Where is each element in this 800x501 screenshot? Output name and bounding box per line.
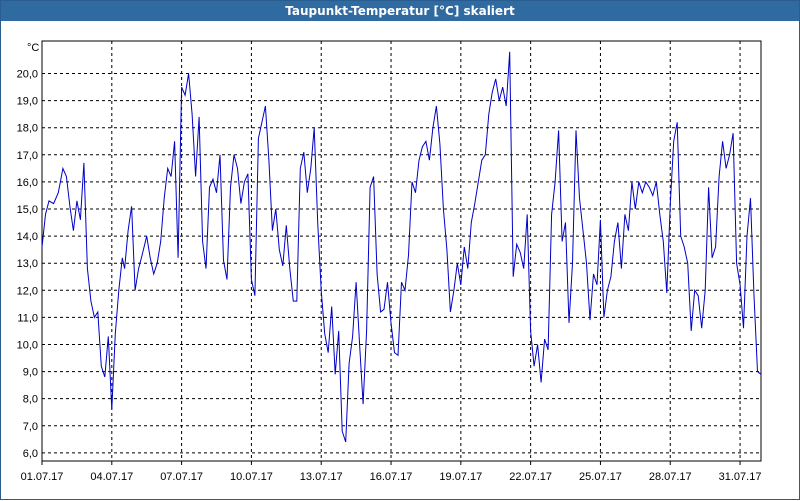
series-line [41,51,762,443]
x-tick-label: 28.07.17 [649,471,692,483]
x-tick-label: 04.07.17 [90,471,133,483]
y-tick-label: 7,0 [23,421,38,433]
y-tick-label: 16,0 [17,177,38,189]
x-tick-label: 01.07.17 [21,471,64,483]
grid [41,41,761,461]
y-tick-label: 13,0 [17,258,38,270]
x-tick-label: 13.07.17 [300,471,343,483]
plot-frame [41,40,762,462]
x-tick-label: 25.07.17 [579,471,622,483]
x-tick-label: 31.07.17 [719,471,762,483]
y-tick-label: 6,0 [23,448,38,460]
x-tick-label: 22.07.17 [509,471,552,483]
y-tick-label: 17,0 [17,150,38,162]
axes: 6,0 7,0 8,0 9,0 10,0 11,0 12,0 13,0 14,0 15,0 16,0… [17,40,762,483]
y-tick-label: 15,0 [17,204,38,216]
y-tick-label: 12,0 [17,285,38,297]
x-tick-label: 10.07.17 [230,471,273,483]
y-tick-label: 10,0 [17,339,38,351]
series [41,51,762,443]
x-tick-label: 07.07.17 [160,471,203,483]
x-tick-label: 19.07.17 [439,471,482,483]
y-tick-label: 11,0 [17,312,38,324]
x-tick-label: 16.07.17 [370,471,413,483]
window-title: Taupunkt-Temperatur [°C] skaliert [1,1,799,21]
y-tick-label: 19,0 [17,96,38,108]
y-tick-label: 14,0 [17,231,38,243]
unit-label: °C [27,42,39,54]
y-tick-label: 18,0 [17,123,38,135]
y-tick-label: 20,0 [17,69,38,81]
y-tick-label: 8,0 [23,394,38,406]
y-tick-label: 9,0 [23,367,38,379]
